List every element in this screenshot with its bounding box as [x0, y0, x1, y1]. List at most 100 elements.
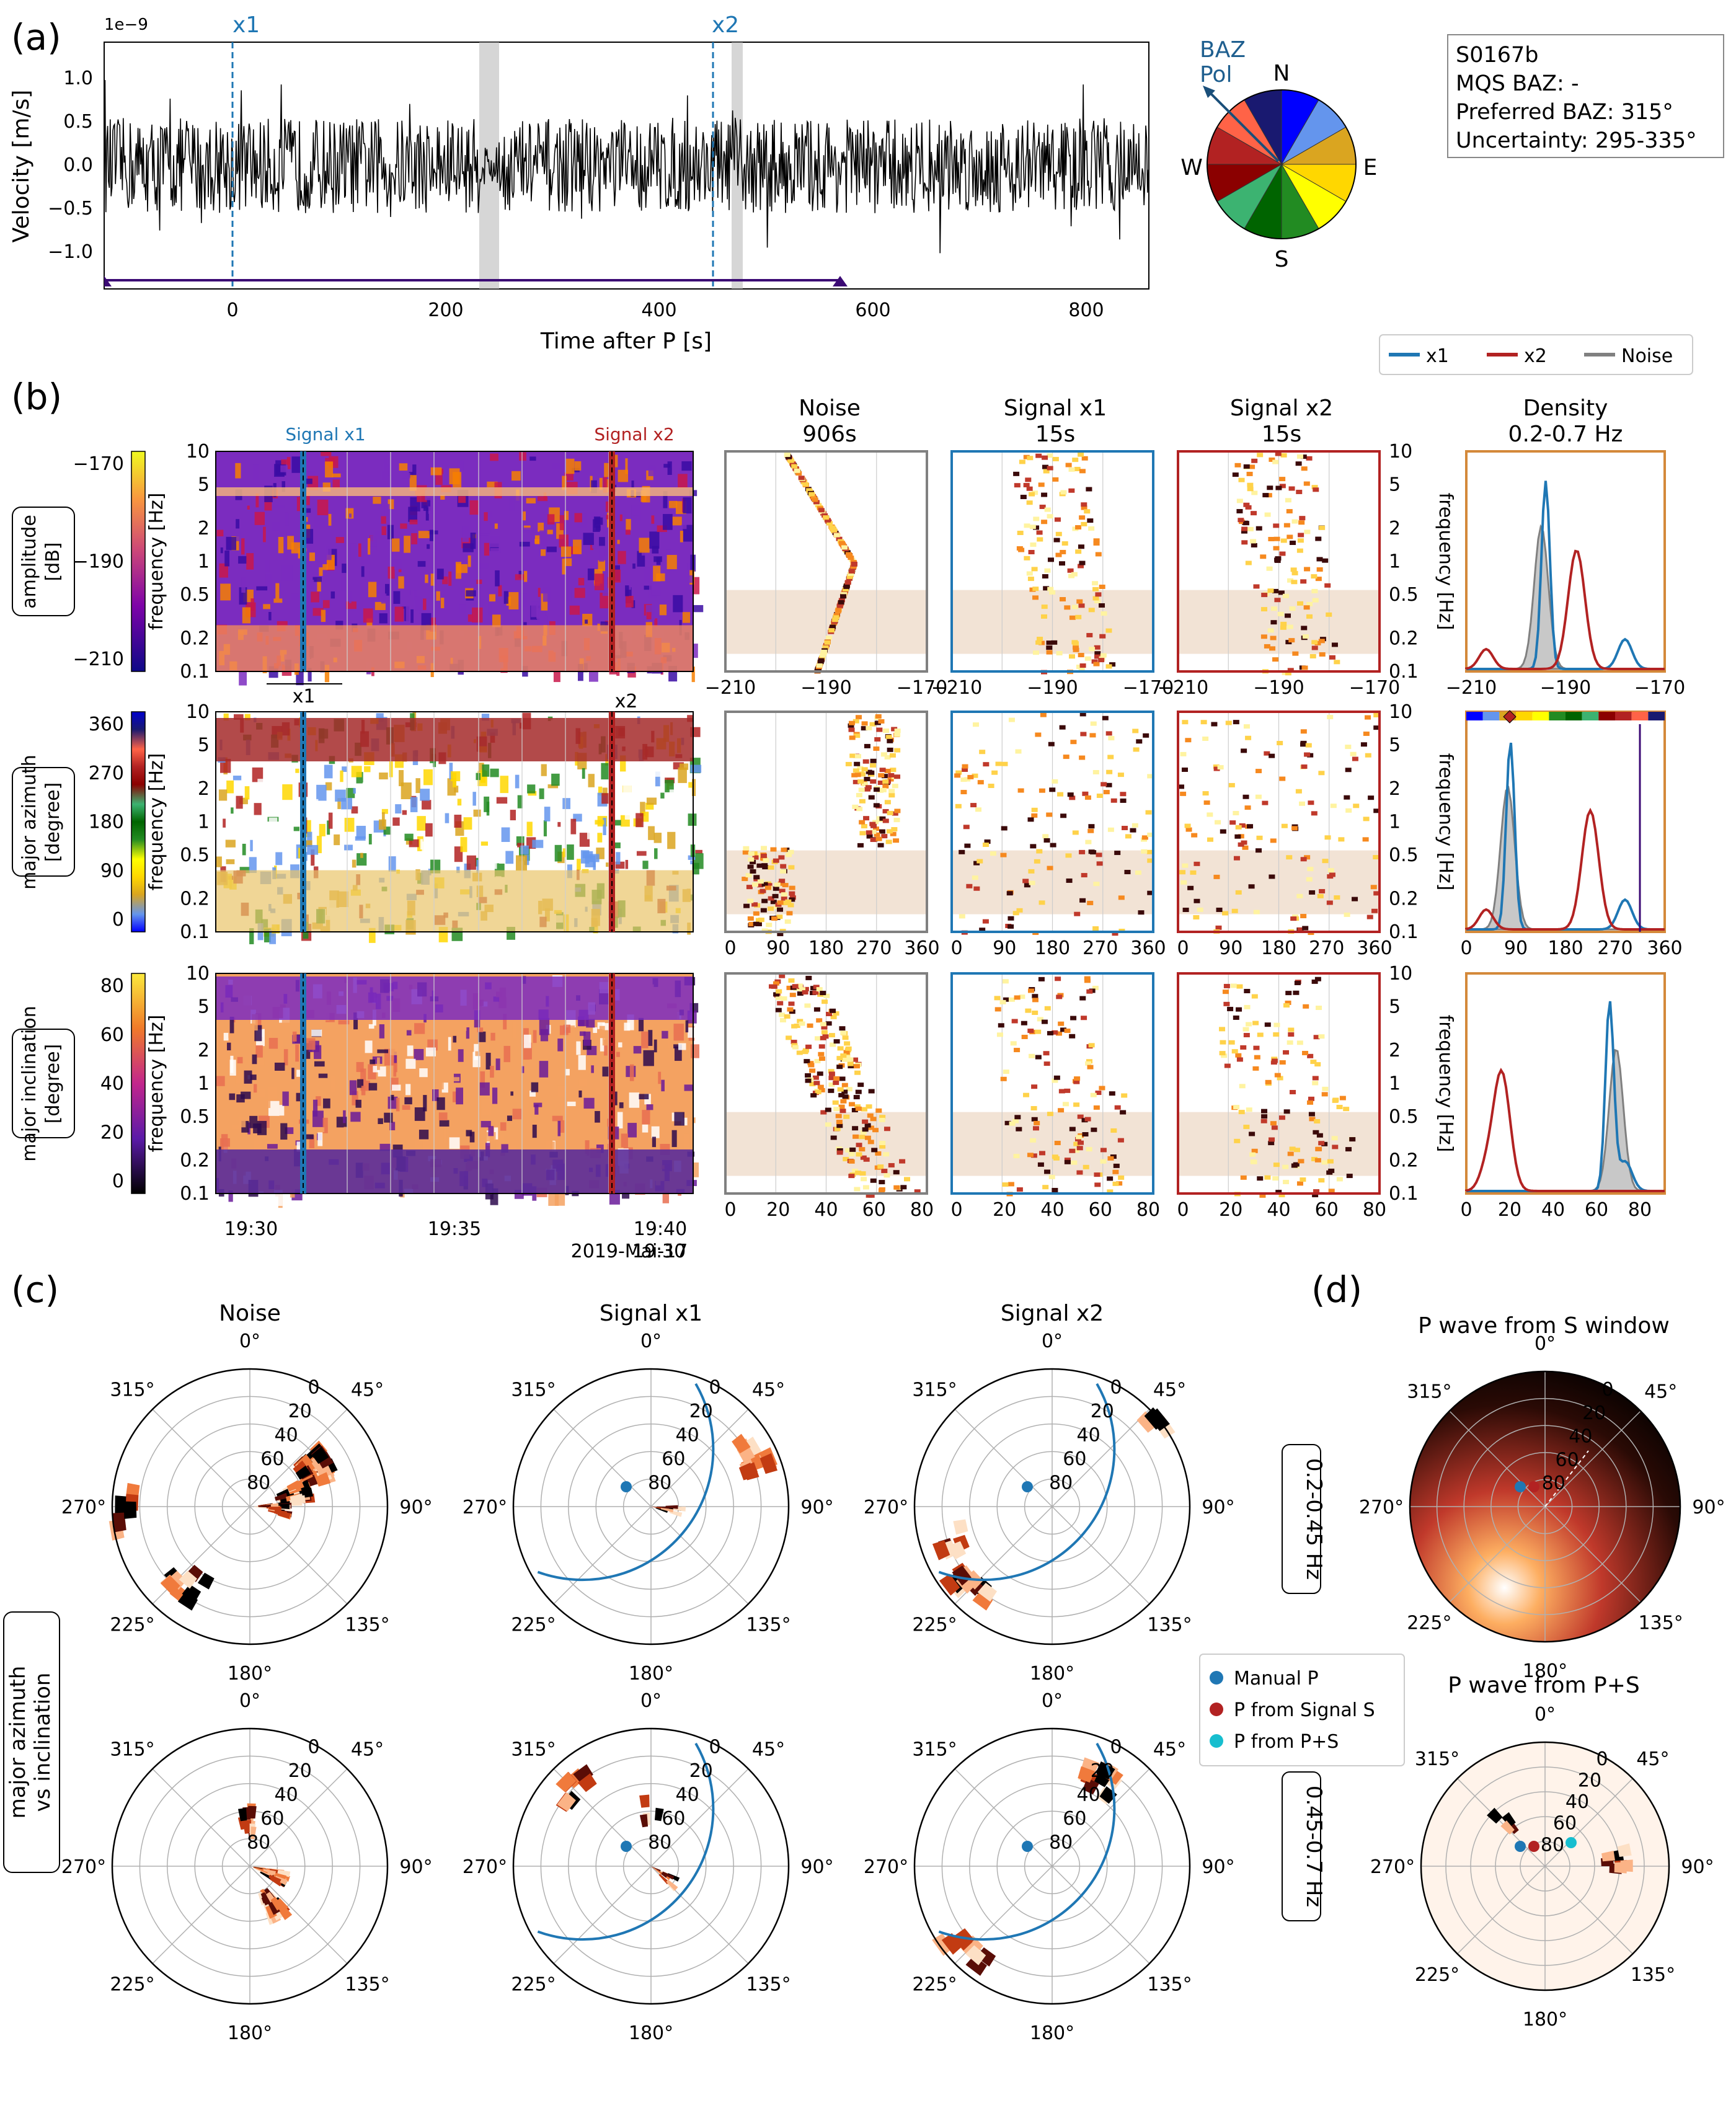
heat-cell — [1246, 1022, 1252, 1027]
heat-cell — [1185, 738, 1192, 743]
heat-cell — [840, 1099, 847, 1104]
density-curve — [1465, 807, 1665, 931]
heat-cell — [877, 780, 884, 785]
heat-cell — [1279, 484, 1286, 489]
polar-radial-label: 20 — [1582, 1402, 1606, 1424]
heat-cell — [1003, 1070, 1009, 1074]
spec-cell — [689, 575, 693, 583]
spec-cell — [453, 1035, 457, 1043]
spec-cell — [417, 560, 426, 567]
band-label-2: 0.45-0.7 Hz — [1282, 1771, 1326, 1921]
spec-cell — [627, 1123, 637, 1138]
heat-cell — [1089, 733, 1096, 738]
heat-cell — [1132, 823, 1138, 828]
spec-cell — [547, 529, 553, 534]
heat-cell — [894, 732, 901, 737]
heat-cell — [1064, 1029, 1071, 1034]
heat-cell — [816, 1018, 823, 1023]
heat-cell — [1236, 984, 1243, 989]
spec-cell — [507, 1115, 513, 1121]
spec-cell — [599, 477, 603, 490]
compass-w: W — [1180, 155, 1203, 180]
heat-cell — [823, 515, 830, 520]
heat-cell — [751, 902, 758, 907]
heat-cell — [1267, 588, 1274, 593]
spec-cell — [343, 1110, 346, 1123]
spec-cell — [553, 670, 560, 683]
polar-spoke — [249, 1866, 348, 1964]
heat-cell — [835, 1114, 842, 1118]
predicted-arc — [537, 1383, 715, 1582]
spec-cell — [490, 453, 498, 461]
spec-cell — [234, 714, 244, 720]
heat-cell — [864, 1135, 871, 1140]
heat-cell — [1313, 1130, 1319, 1135]
polar-angle-label: 315° — [511, 1738, 556, 1760]
spec-cell — [479, 1082, 490, 1096]
heat-cell — [1073, 1079, 1080, 1084]
spec-cell — [246, 553, 254, 570]
heat-cell — [822, 645, 829, 650]
heat-cell — [1109, 662, 1116, 667]
heat-cell — [1042, 834, 1049, 839]
polar-cell — [244, 1820, 252, 1833]
heat-cell — [1076, 1146, 1083, 1151]
heat-cell — [817, 1084, 824, 1089]
right-freq-tick: 5 — [1389, 474, 1401, 495]
heat-cell — [753, 921, 760, 926]
right-freq-label: frequency [Hz] — [1435, 753, 1456, 891]
heat-cell — [990, 851, 996, 856]
spec-cell — [409, 472, 414, 477]
heat-cell — [1052, 477, 1059, 482]
heat-cell — [1049, 590, 1056, 595]
heat-cell — [1073, 645, 1079, 650]
heat-cell — [1090, 721, 1097, 726]
heat-cell — [891, 727, 898, 732]
heat-cell — [782, 901, 789, 906]
spec-cell — [692, 862, 699, 875]
heat-cell — [1064, 1159, 1071, 1164]
spec-date: 2019-Mai-17 — [571, 1241, 688, 1262]
polar-radial-label: 60 — [662, 1448, 685, 1470]
heat-cell — [852, 804, 859, 809]
heat-cell — [1216, 907, 1223, 912]
spec-cell — [236, 1094, 245, 1103]
heat-cell — [1257, 1176, 1264, 1181]
preferred-baz: Preferred BAZ: 315° — [1456, 100, 1673, 125]
heat-cell — [1279, 776, 1286, 781]
spec-cell — [283, 1049, 288, 1066]
heat-cell — [886, 829, 893, 834]
heat-cell — [842, 1035, 849, 1040]
polar-radial-label: 80 — [648, 1472, 671, 1494]
heat-cell — [1191, 833, 1198, 838]
heat-cell — [1060, 813, 1067, 818]
heat-cell — [1311, 645, 1318, 650]
polar-spoke — [1544, 1506, 1641, 1603]
heat-cell — [887, 810, 893, 815]
heat-cell — [1042, 574, 1048, 579]
spec-cell — [602, 787, 608, 795]
spec-cell — [649, 531, 660, 549]
heat-cell — [821, 1030, 828, 1035]
spec-cell — [269, 929, 277, 944]
spec-cell — [496, 797, 508, 804]
heat-cell — [1211, 722, 1218, 727]
heat-cell — [1105, 664, 1112, 669]
heat-cell — [1270, 1121, 1277, 1126]
spec-cell — [590, 544, 593, 551]
polar-radial-label: 0 — [1601, 1379, 1613, 1401]
polar-angle-label: 180° — [1523, 1660, 1567, 1682]
polar-cell — [167, 1570, 187, 1590]
polar-angle-label: 225° — [1407, 1613, 1451, 1634]
spec-cell — [639, 1094, 649, 1100]
density-curve — [1466, 742, 1665, 931]
heat-cell — [1290, 1089, 1296, 1094]
heat-cell — [1261, 1114, 1268, 1119]
heat-cell — [770, 900, 777, 905]
spec-cell — [467, 555, 471, 567]
spec-cell — [574, 513, 582, 523]
heat-cell — [1318, 771, 1325, 776]
heat-cell — [1083, 1164, 1089, 1169]
heat-cell — [1293, 1162, 1300, 1167]
heat-cell — [1267, 628, 1274, 633]
